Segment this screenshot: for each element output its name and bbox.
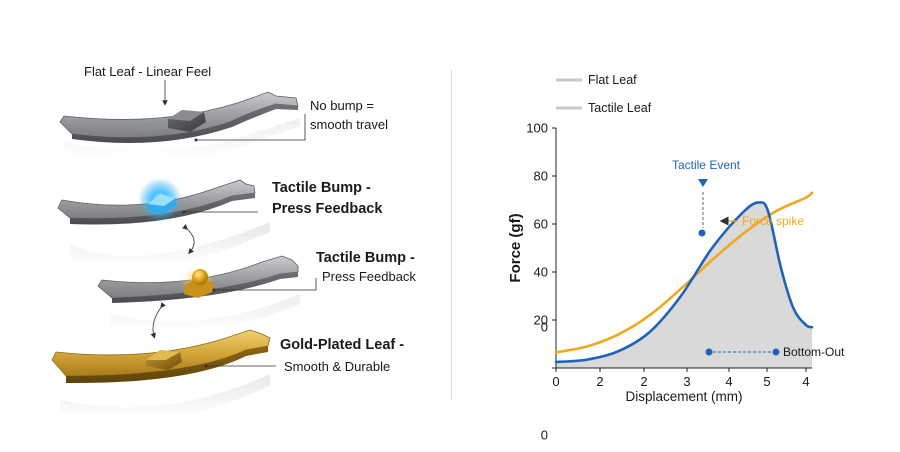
y-tick-label: 0 xyxy=(541,428,548,443)
x-tick-label: 5 xyxy=(763,374,770,389)
x-axis-label: Displacement (mm) xyxy=(625,389,742,404)
flat-leaf-title: Flat Leaf - Linear Feel xyxy=(84,64,211,79)
bottom-out-label: Bottom-Out xyxy=(783,345,845,359)
y-tick-label: 20 xyxy=(534,313,548,328)
force-spike-label: Force spike xyxy=(742,214,804,228)
leaf-diagram: Flat Leaf - Linear Feel No bump = smooth… xyxy=(51,64,416,420)
bottom-out-start xyxy=(705,348,713,356)
x-tick-label: 4 xyxy=(725,374,732,389)
leaf-gold-plated: Gold-Plated Leaf - Smooth & Durable xyxy=(51,329,404,420)
connector-arrow-1 xyxy=(182,224,195,255)
gold-leaf-title-line2: Press Feedback xyxy=(322,269,416,284)
gold-leaf-bump xyxy=(146,350,182,370)
blue-leaf-title-line1: Tactile Bump - xyxy=(272,180,371,196)
tactile-event-label: Tactile Event xyxy=(672,158,741,172)
y-tick-label: 60 xyxy=(534,217,548,232)
y-tick-label: 100 xyxy=(526,121,548,136)
leaf-tactile-gold-surface xyxy=(97,255,299,299)
annotation-force-spike: Force spike xyxy=(719,214,804,228)
x-tick-label: 4 xyxy=(802,374,809,389)
gold-ball xyxy=(192,269,208,285)
panel-divider xyxy=(451,70,452,400)
tactile-event-marker xyxy=(698,179,708,187)
flat-leaf-note-line2: smooth travel xyxy=(310,117,388,132)
series-line-tactile-leaf xyxy=(554,201,814,364)
x-tick-label: 3 xyxy=(683,374,690,389)
x-ticks: 0 2 2 3 4 5 4 xyxy=(552,368,810,389)
gold-plated-title-line2: Smooth & Durable xyxy=(284,359,390,374)
flat-leaf-note-line1: No bump = xyxy=(310,98,374,113)
legend-label-flat: Flat Leaf xyxy=(588,73,637,87)
gold-plated-title-line1: Gold-Plated Leaf - xyxy=(280,337,404,353)
flat-leaf-note-leader xyxy=(196,114,306,141)
bottom-out-end xyxy=(772,348,780,356)
leaf-tactile-blue: Tactile Bump - Press Feedback xyxy=(57,178,383,268)
leaf-tactile-blue-surface xyxy=(57,179,256,219)
y-axis-label: Force (gf) xyxy=(507,213,524,282)
leaf-flat: Flat Leaf - Linear Feel No bump = smooth… xyxy=(59,64,388,162)
gold-leaf-title-line1: Tactile Bump - xyxy=(316,250,415,266)
tactile-event-point xyxy=(698,229,706,237)
x-tick-label: 2 xyxy=(640,374,647,389)
y-tick-label: 0 xyxy=(541,320,548,335)
tactile-area-fill xyxy=(556,202,812,368)
chart-legend: Flat Leaf Tactile Leaf xyxy=(556,73,652,115)
x-tick-label: 0 xyxy=(552,374,559,389)
annotation-tactile-event: Tactile Event xyxy=(672,158,741,237)
legend-label-tactile: Tactile Leaf xyxy=(588,101,652,115)
leaf-tactile-gold: Tactile Bump - Press Feedback xyxy=(97,250,416,333)
y-tick-label: 40 xyxy=(534,265,548,280)
blue-leaf-title-line2: Press Feedback xyxy=(272,201,383,217)
x-tick-label: 2 xyxy=(596,374,603,389)
annotation-bottom-out: Bottom-Out xyxy=(705,345,845,359)
flat-leaf-bump xyxy=(140,110,206,132)
gold-leaf-leader xyxy=(214,278,317,291)
y-tick-label: 80 xyxy=(534,169,548,184)
